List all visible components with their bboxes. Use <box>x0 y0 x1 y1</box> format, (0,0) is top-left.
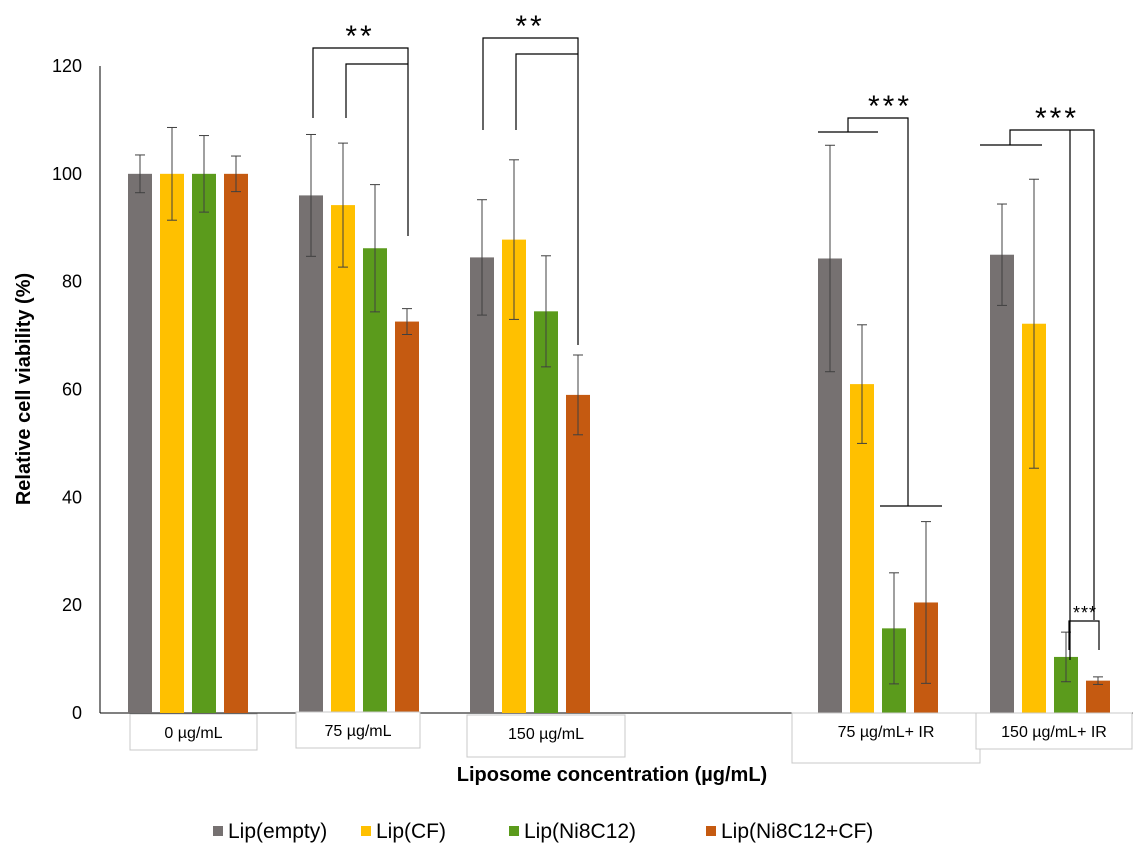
category-box <box>975 712 1133 750</box>
y-tick-label: 80 <box>62 272 82 292</box>
sig-label-75: ** <box>345 20 374 53</box>
error-bar <box>167 126 177 221</box>
error-bar <box>231 155 241 193</box>
y-tick-label: 100 <box>52 164 82 184</box>
error-bar <box>199 135 209 213</box>
error-bar <box>338 142 348 268</box>
y-tick-label: 40 <box>62 487 82 507</box>
bracket-150-inner <box>515 53 578 130</box>
error-bar <box>857 324 867 444</box>
sig-label-150: ** <box>515 10 544 43</box>
category-label: 0 µg/mL <box>164 725 222 742</box>
bar-1-5 <box>990 254 1014 714</box>
legend-swatch <box>361 826 371 836</box>
bar-4-2 <box>395 321 419 713</box>
legend-swatch <box>213 826 223 836</box>
bracket-75ir-top <box>847 117 909 506</box>
legend-label: Lip(Ni8C12+CF) <box>721 820 873 843</box>
error-bar <box>921 521 931 684</box>
legend: Lip(empty) Lip(CF) Lip(Ni8C12) Lip(Ni8C12+C… <box>213 820 873 843</box>
legend-label: Lip(Ni8C12) <box>524 820 636 843</box>
error-bar <box>477 199 487 316</box>
error-bar <box>1029 178 1039 469</box>
y-tick-label: 0 <box>72 703 82 723</box>
error-bar <box>306 133 316 257</box>
error-bar <box>573 354 583 436</box>
bars-group <box>128 173 1110 714</box>
category-box <box>129 713 258 751</box>
error-bar <box>889 572 899 685</box>
legend-label: Lip(empty) <box>228 820 327 843</box>
category-box <box>466 714 626 758</box>
sig-label-75ir: *** <box>868 90 912 123</box>
error-bar <box>541 255 551 368</box>
bracket-75-inner <box>345 63 408 118</box>
bar-2-1 <box>160 173 184 714</box>
y-tick-label: 60 <box>62 380 82 400</box>
bar-1-3 <box>470 257 494 713</box>
legend-label: Lip(CF) <box>376 820 446 843</box>
bracket-75-outer <box>312 47 409 236</box>
bar-2-2 <box>331 205 355 714</box>
error-bar <box>825 144 835 373</box>
y-tick-label: 120 <box>52 56 82 76</box>
category-labels: 0 µg/mL 75 µg/mL 150 µg/mL 75 µg/mL+ IR 150 … <box>129 711 1133 764</box>
bar-4-1 <box>224 173 248 714</box>
bar-1-1 <box>128 173 152 714</box>
category-label: 75 µg/mL+ IR <box>838 724 935 741</box>
x-axis-title: Liposome concentration (µg/mL) <box>457 764 767 786</box>
category-label: 150 µg/mL+ IR <box>1001 724 1107 741</box>
error-bar <box>509 159 519 320</box>
error-bar <box>402 308 412 336</box>
bar-3-2 <box>363 248 387 713</box>
bar-4-5 <box>1086 680 1110 713</box>
error-bar <box>1093 676 1103 685</box>
bracket-150ir-small <box>1068 620 1100 650</box>
error-bars-group <box>135 126 1103 685</box>
sig-label-150ir: *** <box>1035 102 1079 135</box>
sig-label-150ir-small: *** <box>1073 603 1097 623</box>
y-axis-title: Relative cell viability (%) <box>13 273 35 505</box>
y-tick-labels: 0 20 40 60 80 100 120 <box>52 56 82 723</box>
category-label: 75 µg/mL <box>324 723 391 740</box>
error-bar <box>370 184 380 313</box>
y-tick-label: 20 <box>62 595 82 615</box>
significance-brackets: ** ** *** *** *** <box>312 10 1100 660</box>
category-label: 150 µg/mL <box>508 726 584 743</box>
bracket-150-outer <box>482 37 579 345</box>
category-box <box>295 711 421 749</box>
bar-3-3 <box>534 311 558 713</box>
error-bar <box>135 154 145 194</box>
legend-swatch <box>706 826 716 836</box>
bar-4-3 <box>566 394 590 713</box>
legend-swatch <box>509 826 519 836</box>
bar-1-2 <box>299 195 323 713</box>
category-box <box>791 712 981 764</box>
error-bar <box>997 203 1007 306</box>
bar-3-1 <box>192 173 216 714</box>
bracket-150ir-top <box>1009 129 1095 620</box>
